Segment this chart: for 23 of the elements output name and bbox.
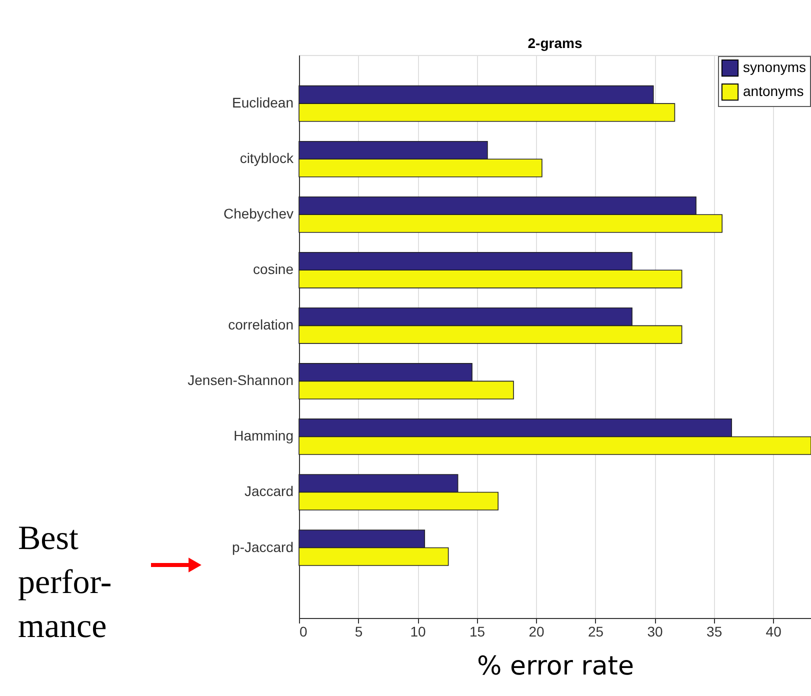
x-tick-label: 30 (647, 624, 664, 640)
legend-label: antonyms (743, 83, 804, 99)
y-tick-label: cosine (253, 261, 294, 278)
y-tick-label: cityblock (240, 150, 294, 166)
text: Best perfor-mance (18, 520, 112, 645)
chart-title: 2-grams (528, 35, 582, 51)
x-tick-label: 35 (706, 624, 722, 640)
x-tick-label: 20 (528, 624, 545, 640)
y-tick-label: Jaccard (244, 483, 294, 500)
x-tick-label: 10 (410, 624, 426, 640)
x-axis-title: % error rate (477, 652, 634, 682)
y-tick-label: Hamming (234, 428, 294, 444)
y-tick-label: Euclidean (232, 94, 294, 111)
y-tick-label: p-Jaccard (232, 538, 294, 555)
y-tick-label: Jensen-Shannon (188, 372, 294, 388)
x-tick-label: 0 (300, 624, 308, 640)
x-tick-label: 15 (469, 624, 486, 640)
y-tick-label: Chebychev (223, 206, 294, 222)
x-tick-label: 40 (766, 624, 782, 640)
y-tick-label: correlation (228, 316, 294, 333)
legend-label: synonyms (743, 59, 806, 75)
x-tick-label: 25 (588, 624, 604, 640)
x-tick-label: 5 (354, 624, 363, 640)
